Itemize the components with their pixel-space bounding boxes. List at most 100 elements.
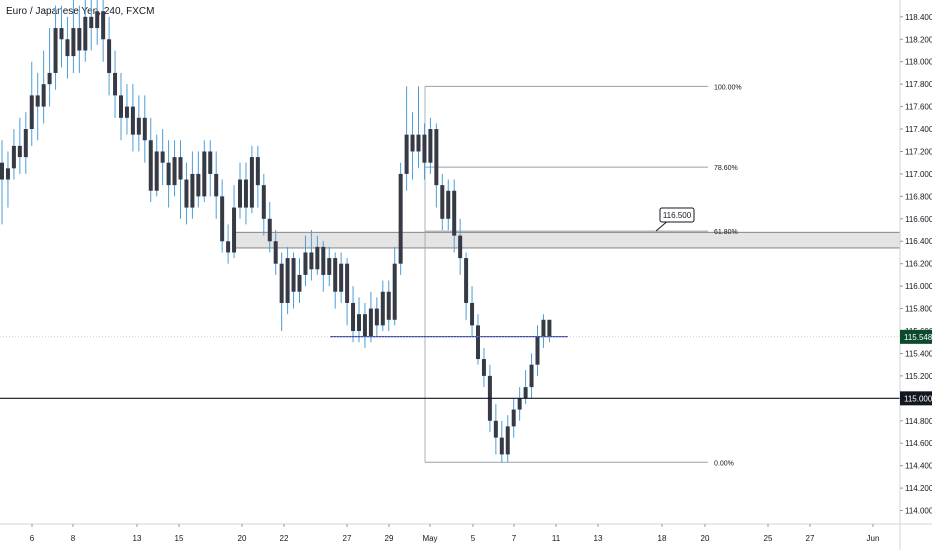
candle-body [535,336,540,365]
price-tick-label: 117.400 [905,125,932,134]
time-tick-label: 22 [280,534,289,543]
candle-body [178,157,183,180]
fib-level-label: 61.80% [714,229,738,236]
candle-body [101,11,106,40]
candle-body [285,258,290,303]
horizontal-levels[interactable] [0,336,900,399]
candle-body [434,129,439,186]
candle-body [386,291,391,320]
candle-body [124,106,129,118]
time-tick-label: 5 [471,534,476,543]
fib-level-label: 78.60% [714,165,738,172]
price-tick-label: 117.600 [905,103,932,112]
candle-body [249,157,254,208]
candle-body [136,117,141,135]
candle-body [392,263,397,320]
candle-body [107,39,112,73]
candle-body [113,72,118,96]
current-price-tag [900,329,932,344]
price-tick-label: 116.600 [905,215,932,224]
resistance-zone[interactable] [234,231,901,249]
candle-body [303,252,308,275]
candle-body [23,129,28,158]
candle-body [529,364,534,388]
time-tick-label: 13 [594,534,603,543]
fibonacci-retracement[interactable]: 100.00% 78.60% 61.80% 0.00% 116.500 [424,84,742,467]
price-tick-label: 114.400 [905,462,932,471]
candle-body [481,359,486,376]
candle-body [327,258,332,275]
horizontal-level-label: 115.000 [904,394,932,403]
price-tick-label: 118.400 [905,13,932,22]
price-axis[interactable]: 118.400 118.200 118.000 117.800 117.600 117.4… [899,0,932,550]
candle-body [368,308,373,337]
candle-body [77,28,82,51]
candle-body [17,145,22,158]
candle-body [184,179,189,208]
candle-body [95,11,100,29]
candle-body [428,129,433,163]
candle-body [422,134,427,163]
candle-body [130,106,135,135]
candle-body [196,173,201,197]
symbol-title: Euro / Japanese Yen, 240, FXCM [6,6,155,17]
candle-body [476,325,480,360]
time-tick-label: 20 [701,534,710,543]
fib-level-label: 0.00% [714,460,734,467]
candle-body [505,426,510,455]
price-tick-label: 115.400 [905,349,932,358]
candle-body [452,190,457,236]
price-tick-label: 114.800 [905,417,932,426]
candle-body [35,95,40,107]
candle-body [273,241,278,264]
time-tick-label: 27 [806,534,815,543]
candle-body [83,16,88,51]
price-tick-label: 118.000 [905,58,932,67]
candle-body [380,291,385,326]
candle-body [309,252,314,270]
candle-body [321,246,326,275]
horizontal-level-tag [900,391,932,406]
candle-body [11,145,16,169]
price-tick-label: 117.200 [905,147,932,156]
candle-body [65,39,70,57]
candle-body [362,314,367,337]
candle-body [208,151,213,174]
candle-body [291,258,296,292]
candle-body [440,185,445,219]
candle-body [464,258,469,303]
price-tick-label: 116.400 [905,237,932,246]
candle-body [172,157,177,186]
time-axis[interactable]: 6 8 13 15 20 22 27 29 May 5 7 11 13 18 20 25 27 Jun [0,523,932,543]
candle-body [339,263,344,292]
candle-body [523,387,528,399]
candle-body [410,134,415,152]
candle-body [5,168,10,180]
candle-body [279,263,284,303]
price-tick-label: 116.200 [905,260,932,269]
candle-body [41,84,46,107]
time-tick-label: 25 [764,534,773,543]
candle-body [232,207,237,253]
callout-label: 116.500 [663,211,692,220]
callout-box[interactable] [659,207,695,223]
candle-body [220,196,225,242]
candle-body [374,308,379,326]
time-tick-label: 29 [385,534,394,543]
time-tick-label: 13 [133,534,142,543]
price-tick-label: 118.200 [905,35,932,44]
candle-body [71,28,76,57]
candle-body [142,117,147,141]
candle-body [190,173,195,208]
candle-body [404,134,409,174]
candle-body [267,218,272,242]
candle-body [154,151,159,191]
candle-body [458,235,463,259]
price-tick-label: 116.800 [905,192,932,201]
candle-body [47,72,52,85]
candle-body [351,302,356,332]
candle-body [148,140,153,191]
candle-body [446,190,451,219]
candle-body [214,173,219,197]
